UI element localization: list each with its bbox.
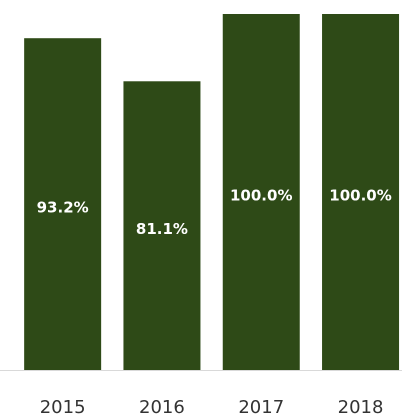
bar bbox=[322, 14, 400, 370]
x-tick-label: 2017 bbox=[238, 397, 284, 418]
bar bbox=[222, 14, 300, 370]
x-tick-label: 2016 bbox=[139, 397, 185, 418]
value-label: 100.0% bbox=[230, 187, 292, 205]
x-tick-label: 2015 bbox=[40, 397, 86, 418]
value-label: 93.2% bbox=[37, 199, 89, 217]
bar bbox=[123, 81, 201, 370]
value-label: 81.1% bbox=[136, 220, 188, 238]
x-tick-label: 2018 bbox=[338, 397, 384, 418]
value-label: 100.0% bbox=[329, 187, 391, 205]
bar bbox=[24, 38, 102, 370]
